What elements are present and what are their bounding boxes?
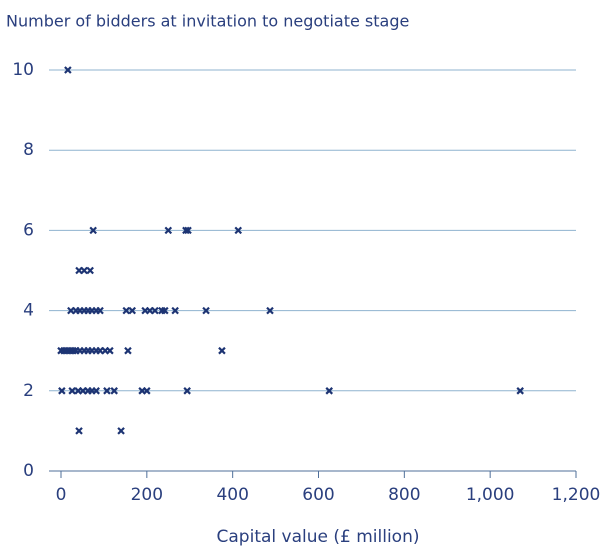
x-tick-label: 200 bbox=[131, 485, 163, 505]
point bbox=[171, 306, 179, 315]
y-tick-label: 4 bbox=[23, 301, 34, 321]
x-tick-label: 1,000 bbox=[466, 485, 515, 505]
point bbox=[183, 387, 191, 395]
point bbox=[151, 306, 159, 315]
point bbox=[218, 346, 226, 355]
point bbox=[58, 387, 66, 395]
y-tick-label: 8 bbox=[23, 140, 34, 160]
point bbox=[75, 427, 83, 435]
x-tick-label: 800 bbox=[388, 485, 420, 505]
y-tick-label: 6 bbox=[23, 220, 34, 240]
x-tick-label: 1,200 bbox=[552, 485, 601, 505]
point bbox=[64, 66, 72, 74]
y-tick-label: 0 bbox=[23, 461, 34, 481]
point bbox=[89, 226, 97, 235]
y-tick-label: 10 bbox=[12, 60, 34, 80]
y-tick-label: 2 bbox=[23, 381, 34, 401]
point bbox=[96, 306, 104, 315]
point bbox=[122, 306, 131, 315]
point bbox=[266, 306, 274, 315]
point bbox=[110, 387, 118, 395]
x-axis-label: Capital value (£ million) bbox=[217, 527, 420, 547]
point bbox=[128, 306, 137, 315]
chart-title: Number of bidders at invitation to negot… bbox=[6, 12, 409, 31]
point bbox=[234, 226, 243, 235]
point bbox=[143, 387, 151, 395]
point bbox=[86, 266, 94, 275]
point bbox=[164, 226, 173, 235]
point bbox=[516, 387, 524, 395]
point bbox=[184, 226, 192, 235]
point bbox=[103, 387, 111, 395]
point bbox=[68, 387, 76, 395]
point bbox=[80, 266, 88, 275]
point bbox=[92, 387, 100, 395]
point bbox=[202, 306, 210, 315]
point bbox=[117, 427, 125, 435]
point bbox=[161, 306, 169, 315]
x-tick-label: 600 bbox=[302, 485, 334, 505]
point bbox=[182, 226, 190, 235]
point bbox=[106, 346, 114, 355]
x-tick-label: 0 bbox=[56, 485, 67, 505]
point bbox=[124, 346, 132, 355]
point bbox=[325, 387, 334, 395]
x-tick-label: 400 bbox=[216, 485, 248, 505]
